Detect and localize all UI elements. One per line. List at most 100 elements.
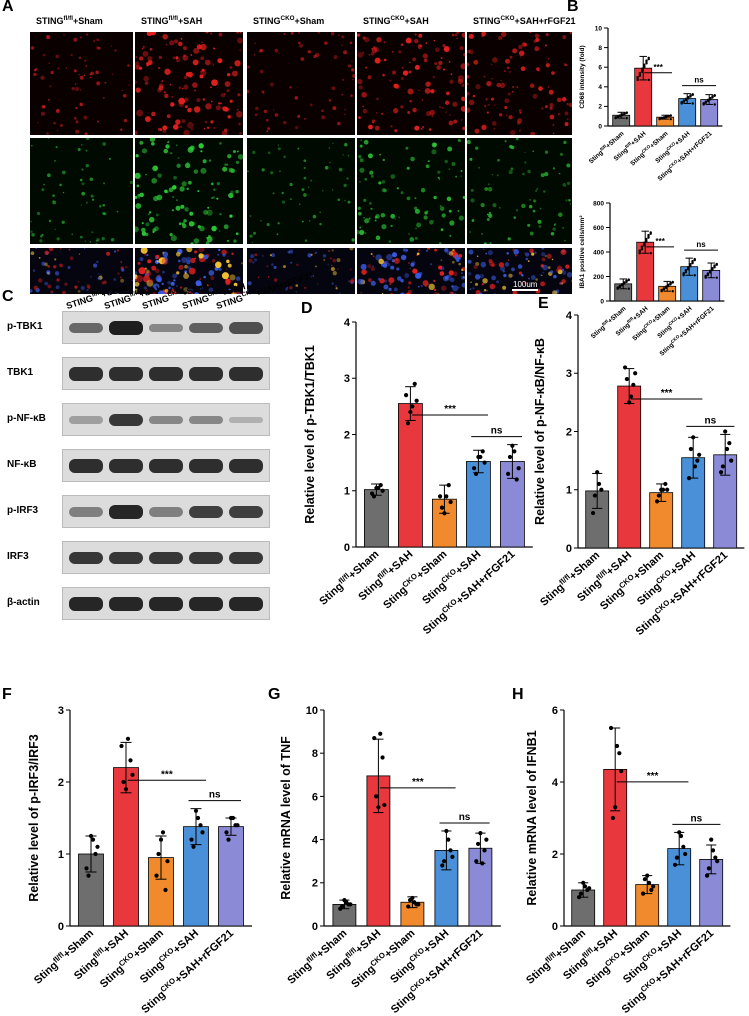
micrograph-merge	[247, 248, 355, 294]
data-point	[505, 471, 511, 476]
data-point	[235, 823, 240, 828]
data-point	[658, 117, 661, 120]
data-point	[408, 897, 413, 903]
data-point	[640, 67, 644, 71]
data-point	[440, 863, 445, 868]
data-point	[410, 404, 415, 409]
y-tick-label: 8	[312, 748, 318, 760]
y-tick-label: 6	[312, 791, 318, 803]
blot-row: NF-κB	[7, 449, 270, 482]
data-point	[715, 276, 718, 279]
y-tick-label: 600	[593, 225, 604, 232]
micro-column-header: STINGCKO+SAH	[363, 15, 429, 26]
data-point	[620, 282, 624, 286]
data-point	[627, 287, 630, 290]
significance-label: ***	[653, 63, 663, 72]
blot-band	[69, 322, 103, 334]
data-point	[158, 837, 164, 842]
data-point	[230, 815, 236, 821]
data-point	[191, 844, 196, 849]
micrograph-merge	[467, 248, 572, 294]
blot-band	[229, 459, 263, 473]
data-point	[647, 233, 650, 237]
data-point	[645, 59, 648, 62]
data-point	[576, 895, 582, 900]
blot-row-label: IRF3	[7, 551, 29, 562]
data-point	[647, 78, 650, 82]
y-tick-label: 0	[600, 298, 604, 305]
bar	[113, 767, 139, 927]
blot-band	[69, 597, 103, 611]
y-tick-label: 2	[312, 878, 318, 890]
data-point	[412, 381, 417, 386]
significance-label: ***	[655, 237, 665, 246]
panel-label-a: A	[2, 0, 14, 15]
data-point	[638, 249, 641, 252]
data-point	[729, 458, 734, 463]
data-point	[727, 441, 732, 446]
panel-label-f: F	[2, 686, 12, 703]
data-point	[682, 272, 685, 275]
data-point	[669, 114, 672, 117]
y-tick-label: 4	[552, 777, 559, 789]
blot-row-label: TBK1	[7, 367, 34, 378]
data-point	[715, 859, 720, 864]
y-axis-label: Relative level of p-TBK1/TBK1	[303, 345, 317, 524]
data-point	[683, 851, 688, 857]
data-point	[663, 481, 668, 487]
data-point	[660, 487, 666, 492]
data-point	[448, 848, 453, 853]
data-point	[713, 94, 716, 97]
data-point	[642, 877, 647, 882]
data-point	[587, 886, 592, 891]
data-point	[405, 421, 411, 426]
y-tick-label: 2	[58, 777, 64, 789]
data-point	[442, 511, 447, 516]
data-point	[645, 237, 648, 241]
data-point	[627, 278, 630, 281]
micrograph-IBA1	[357, 138, 465, 244]
chart-p-nfkb: 0 1 2 3 4 Relative level of p-NF-κB/NF-κB Stin…	[533, 310, 745, 638]
y-tick-label: 6	[598, 64, 602, 71]
data-point	[646, 880, 652, 885]
data-point	[599, 487, 604, 492]
data-point	[689, 94, 692, 97]
data-point	[414, 398, 419, 403]
data-point	[617, 751, 622, 756]
y-tick-label: 0	[552, 921, 558, 933]
y-tick-label: 0	[344, 542, 350, 554]
significance-label: ns	[209, 790, 221, 801]
blot-band	[69, 459, 103, 473]
data-point	[640, 245, 644, 248]
significance-label: ***	[444, 404, 456, 415]
data-point	[198, 823, 203, 828]
data-point	[693, 274, 696, 277]
blot-band	[69, 367, 103, 381]
data-point	[514, 477, 519, 482]
data-point	[649, 252, 652, 255]
data-point	[636, 75, 639, 79]
data-point	[651, 884, 656, 889]
blot-band	[109, 459, 143, 473]
significance-label: ns	[459, 812, 471, 823]
blot-band	[189, 505, 223, 519]
x-tick-label: Stingfl/fl+Sham	[31, 926, 96, 987]
data-point	[628, 394, 634, 399]
data-point	[476, 841, 481, 847]
y-tick-label: 6	[552, 705, 558, 717]
data-point	[618, 114, 622, 117]
y-tick-label: 400	[593, 249, 604, 256]
data-point	[165, 859, 170, 864]
data-point	[200, 830, 205, 835]
micro-column-header: STINGCKO+SAH+rFGF21	[473, 15, 576, 26]
data-point	[471, 466, 477, 471]
micrograph-merge	[357, 248, 465, 294]
data-point	[691, 435, 696, 440]
bar	[465, 461, 491, 548]
data-point	[473, 471, 479, 476]
data-point	[376, 485, 381, 491]
data-point	[691, 102, 694, 105]
data-point	[689, 262, 692, 266]
data-point	[156, 851, 161, 857]
x-tick-label: Stingfl/fl+Sham	[523, 926, 588, 987]
